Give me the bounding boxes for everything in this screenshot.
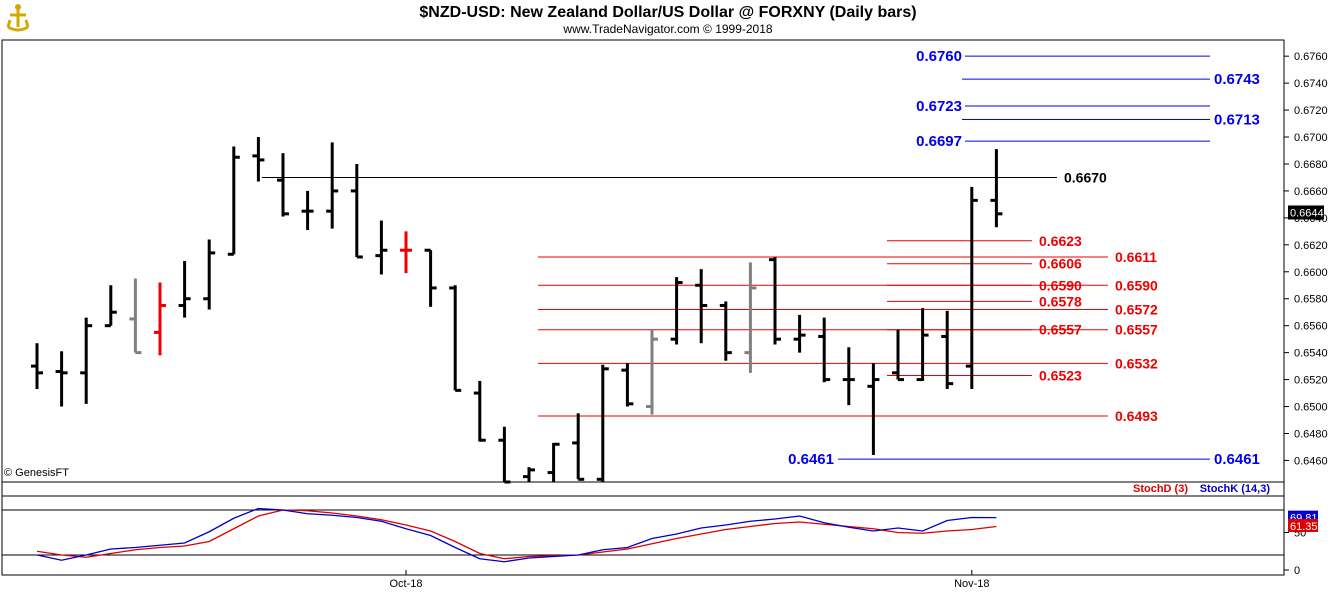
ohlc-bar [55, 351, 68, 407]
ohlc-bar [301, 190, 314, 231]
ohlc-bar [449, 285, 462, 392]
y-tick-label: 0.6460 [1294, 455, 1328, 467]
ohlc-bar [154, 282, 166, 356]
level-label: 0.6743 [1214, 71, 1260, 88]
y-tick-label: 0.6720 [1294, 105, 1328, 117]
y-tick-label: 0.6540 [1294, 348, 1328, 360]
ohlc-bar [695, 269, 708, 344]
level-label: 0.6670 [1064, 169, 1107, 185]
ohlc-bar [129, 278, 142, 355]
ohlc-bar [178, 261, 191, 318]
ohlc-bar [941, 310, 954, 390]
y-tick-label: 0.6760 [1294, 51, 1328, 63]
y-tick-label: 0.6620 [1294, 240, 1328, 252]
y-tick-label: 0.6740 [1294, 78, 1328, 90]
ohlc-bar [547, 442, 560, 482]
ohlc-bar [473, 380, 486, 442]
ohlc-bar [916, 308, 929, 382]
stoch-panel-frame [1, 481, 1285, 576]
ohlc-bar [227, 146, 240, 256]
ohlc-bar [104, 285, 117, 328]
level-label: 0.6713 [1214, 112, 1260, 129]
level-label: 0.6623 [1039, 233, 1082, 249]
level-label: 0.6461 [788, 451, 834, 468]
level-label: 0.6461 [1214, 451, 1260, 468]
y-tick-label: 0.6520 [1294, 375, 1328, 387]
stoch-d-legend: StochD (3) [1133, 483, 1188, 495]
level-label: 0.6532 [1115, 355, 1158, 371]
ohlc-bar [326, 142, 339, 229]
y-tick-label: 0.6500 [1294, 402, 1328, 414]
ohlc-bar [744, 262, 757, 373]
level-label: 0.6697 [916, 133, 962, 150]
ohlc-bar [670, 277, 683, 345]
level-label: 0.6557 [1115, 322, 1158, 338]
y-tick-label: 0.6700 [1294, 132, 1328, 144]
ohlc-bar [203, 239, 216, 310]
level-label: 0.6611 [1115, 249, 1157, 265]
ohlc-bar [621, 363, 634, 407]
ohlc-bar [892, 329, 904, 382]
level-label: 0.6590 [1039, 277, 1082, 293]
level-label: 0.6723 [916, 98, 962, 115]
ohlc-bar [498, 426, 511, 484]
ohlc-bar [277, 153, 289, 217]
ohlc-bar [769, 256, 781, 345]
ohlc-bar [424, 248, 437, 307]
stoch-d-line [36, 509, 997, 560]
chart-subtitle: www.TradeNavigator.com © 1999-2018 [562, 22, 772, 36]
y-tick-label: 0.6480 [1294, 428, 1328, 440]
ohlc-bar [80, 317, 93, 404]
ohlc-bar [818, 317, 831, 383]
y-tick-label: 0.6580 [1294, 294, 1328, 306]
stoch-k-legend: StochK (14,3) [1200, 483, 1271, 495]
ohlc-bar [31, 343, 43, 390]
level-label: 0.6493 [1115, 408, 1158, 424]
last-price-box [1288, 205, 1324, 220]
trade-navigator-logo [3, 3, 33, 33]
ohlc-bar [252, 137, 265, 182]
stoch-d-last-label: 61.35 [1290, 521, 1318, 533]
last-price-label: 0.6644 [1290, 207, 1324, 219]
ohlc-bar [719, 301, 732, 361]
x-tick-label: Nov-18 [954, 578, 989, 590]
stoch-k-line [36, 507, 997, 563]
ohlc-bar [596, 364, 609, 482]
ohlc-bar [572, 413, 585, 481]
chart-title: $NZD-USD: New Zealand Dollar/US Dollar @… [419, 4, 916, 21]
ohlc-bar [867, 363, 880, 456]
stoch-d-last-box [1288, 518, 1318, 532]
level-label: 0.6572 [1115, 302, 1158, 318]
ohlc-bar [793, 314, 806, 353]
x-tick-label: Oct-18 [389, 578, 422, 590]
ohlc-bar [375, 220, 388, 275]
stoch-y-tick-label: 0 [1294, 565, 1300, 577]
ohlc-bar [646, 329, 658, 415]
level-label: 0.6760 [916, 48, 962, 65]
ohlc-bar [523, 467, 535, 482]
y-tick-label: 0.6600 [1294, 267, 1328, 279]
plot-layer: 0.6460 0.6480 0.6500 0.6520 0.6540 0.6560 0.65… [1, 39, 1328, 590]
y-tick-label: 0.6680 [1294, 159, 1328, 171]
data-credit: © GenesisFT [4, 467, 69, 479]
level-label: 0.6523 [1039, 368, 1082, 384]
ohlc-bar [990, 149, 1003, 228]
ohlc-bar [400, 231, 412, 274]
ohlc-bar [965, 186, 978, 390]
ohlc-bar [350, 163, 363, 259]
level-label: 0.6590 [1115, 277, 1158, 293]
ohlc-bar [842, 347, 855, 406]
y-tick-label: 0.6660 [1294, 186, 1328, 198]
level-label: 0.6578 [1039, 293, 1082, 309]
level-label: 0.6606 [1039, 256, 1082, 272]
y-tick-label: 0.6560 [1294, 321, 1328, 333]
